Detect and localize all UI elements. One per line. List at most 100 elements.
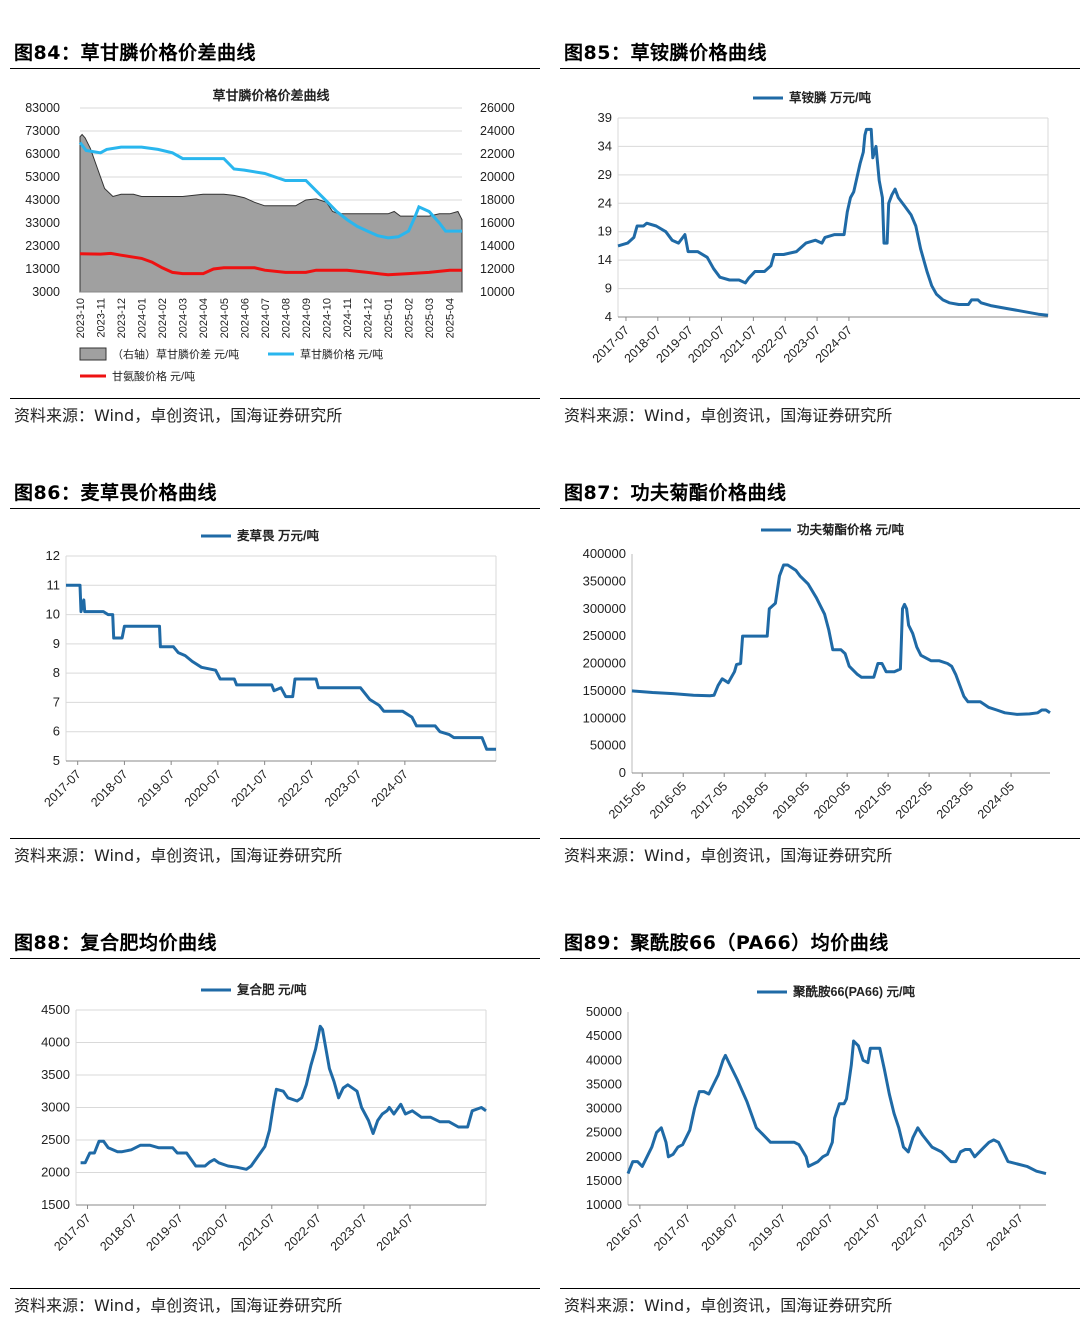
x-tick-label: 2024-07 bbox=[984, 1211, 1026, 1253]
y-tick-label: 39 bbox=[598, 110, 612, 125]
y-tick-label: 2000 bbox=[41, 1165, 70, 1180]
y-right-tick-label: 24000 bbox=[480, 124, 515, 138]
compound-fertilizer-chart: 1500 2000 2500 3000 3500 4000 4500 2017-07 2018-… bbox=[41, 982, 487, 1254]
series-line bbox=[617, 127, 1049, 317]
series-line bbox=[80, 1024, 487, 1171]
y-left-tick-label: 3000 bbox=[32, 285, 60, 299]
y-left-tick-label: 53000 bbox=[25, 170, 60, 184]
panel-pa66: 图89：聚酰胺66（PA66）均价曲线 10000 15000 20000 25000… bbox=[560, 890, 1080, 1320]
x-tick-label: 2022-07 bbox=[889, 1211, 931, 1253]
y-tick-label: 0 bbox=[619, 765, 626, 780]
x-tick-label: 2021-05 bbox=[852, 779, 894, 821]
y-right-tick-label: 26000 bbox=[480, 101, 515, 115]
y-left-tick-label: 83000 bbox=[25, 101, 60, 115]
x-tick-label: 2022-05 bbox=[893, 779, 935, 821]
y-right-tick-label: 12000 bbox=[480, 262, 515, 276]
source-divider bbox=[10, 398, 540, 399]
x-tick-label: 2025-04 bbox=[445, 298, 457, 338]
x-tick-label: 2025-03 bbox=[424, 298, 436, 338]
x-tick-label: 2023-11 bbox=[96, 298, 108, 338]
chart-title: 草甘膦价格价差曲线 bbox=[212, 88, 329, 103]
x-tick-label: 2023-12 bbox=[116, 298, 128, 338]
y-tick-label: 35000 bbox=[586, 1076, 622, 1091]
x-tick-label: 2023-07 bbox=[322, 767, 364, 809]
title-divider bbox=[10, 68, 540, 69]
x-tick-label: 2024-07 bbox=[369, 767, 411, 809]
x-tick-label: 2018-07 bbox=[699, 1211, 741, 1253]
legend-label: 草甘膦价格 元/吨 bbox=[300, 347, 383, 361]
x-tick-label: 2024-05 bbox=[975, 779, 1017, 821]
x-tick-label: 2015-05 bbox=[606, 779, 648, 821]
y-tick-label: 4500 bbox=[41, 1002, 70, 1017]
legend-label: （右轴）草甘膦价差 元/吨 bbox=[112, 347, 239, 361]
panel-glufosinate: 图85：草铵膦价格曲线 4 9 14 19 24 29 34 39 2017-07 2018-07… bbox=[560, 0, 1080, 430]
y-tick-label: 100000 bbox=[583, 710, 626, 725]
legend-label: 草铵膦 万元/吨 bbox=[789, 90, 871, 105]
legend-label: 功夫菊酯价格 元/吨 bbox=[797, 522, 904, 537]
y-tick-label: 19 bbox=[598, 224, 612, 239]
source-divider bbox=[560, 1288, 1080, 1289]
pa66-price-chart: 10000 15000 20000 25000 30000 35000 40000 45000… bbox=[586, 984, 1047, 1254]
y-tick-label: 8 bbox=[53, 665, 60, 680]
title-divider bbox=[10, 508, 540, 509]
spread-area bbox=[79, 133, 463, 293]
x-tick-label: 2016-07 bbox=[604, 1211, 646, 1253]
y-tick-label: 45000 bbox=[586, 1028, 622, 1043]
y-right-tick-label: 18000 bbox=[480, 193, 515, 207]
y-left-tick-label: 13000 bbox=[25, 262, 60, 276]
x-tick-label: 2024-06 bbox=[239, 298, 251, 338]
x-tick-label: 2024-08 bbox=[280, 298, 292, 338]
panel-title: 图85：草铵膦价格曲线 bbox=[564, 42, 767, 64]
y-tick-label: 10 bbox=[46, 607, 60, 622]
x-tick-label: 2019-07 bbox=[143, 1211, 185, 1253]
y-tick-label: 25000 bbox=[586, 1125, 622, 1140]
x-tick-label: 2021-07 bbox=[228, 767, 270, 809]
x-tick-label: 2024-05 bbox=[219, 298, 231, 338]
panel-title: 图89：聚酰胺66（PA66）均价曲线 bbox=[564, 932, 889, 954]
x-tick-label: 2023-07 bbox=[328, 1211, 370, 1253]
x-tick-label: 2019-07 bbox=[746, 1211, 788, 1253]
title-divider bbox=[560, 68, 1080, 69]
x-tick-label: 2018-07 bbox=[88, 767, 130, 809]
y-tick-label: 300000 bbox=[583, 601, 626, 616]
y-left-tick-label: 33000 bbox=[25, 216, 60, 230]
legend-label: 复合肥 元/吨 bbox=[236, 982, 307, 997]
y-tick-label: 11 bbox=[47, 577, 61, 592]
y-right-tick-label: 14000 bbox=[480, 239, 515, 253]
y-tick-label: 30000 bbox=[586, 1101, 622, 1116]
legend-label: 麦草畏 万元/吨 bbox=[237, 528, 319, 543]
x-tick-label: 2023-10 bbox=[75, 298, 87, 338]
x-tick-label: 2024-10 bbox=[321, 298, 333, 338]
legend-label: 甘氨酸价格 元/吨 bbox=[112, 369, 195, 383]
series-line bbox=[66, 583, 496, 751]
title-divider bbox=[560, 958, 1080, 959]
y-left-tick-label: 73000 bbox=[25, 124, 60, 138]
x-tick-label: 2024-07 bbox=[374, 1211, 416, 1253]
x-tick-label: 2017-07 bbox=[41, 767, 83, 809]
x-tick-label: 2025-02 bbox=[404, 298, 416, 338]
x-tick-label: 2024-11 bbox=[342, 298, 354, 338]
panel-cyhalothrin: 图87：功夫菊酯价格曲线 0 50000 100000 150000 200000 250… bbox=[560, 440, 1080, 870]
panel-title: 图86：麦草畏价格曲线 bbox=[14, 482, 217, 504]
y-tick-label: 2500 bbox=[41, 1132, 70, 1147]
source-divider bbox=[10, 1288, 540, 1289]
panel-compound-fertilizer: 图88：复合肥均价曲线 1500 2000 2500 3000 3500 4000 4500… bbox=[10, 890, 540, 1320]
x-tick-label: 2024-09 bbox=[301, 298, 313, 338]
x-tick-label: 2024-04 bbox=[198, 298, 210, 338]
y-tick-label: 40000 bbox=[586, 1052, 622, 1067]
y-right-tick-label: 16000 bbox=[480, 216, 515, 230]
x-tick-label: 2020-07 bbox=[182, 767, 224, 809]
panel-title: 图84：草甘膦价格价差曲线 bbox=[14, 42, 256, 64]
panel-title: 图87：功夫菊酯价格曲线 bbox=[564, 482, 787, 504]
y-tick-label: 250000 bbox=[583, 628, 626, 643]
source-divider bbox=[560, 838, 1080, 839]
panel-title: 图88：复合肥均价曲线 bbox=[14, 932, 217, 954]
y-tick-label: 400000 bbox=[583, 546, 626, 561]
x-tick-label: 2017-07 bbox=[651, 1211, 693, 1253]
x-tick-label: 2025-01 bbox=[383, 298, 395, 338]
x-tick-label: 2020-07 bbox=[190, 1211, 232, 1253]
x-tick-label: 2017-05 bbox=[688, 779, 730, 821]
x-tick-label: 2016-05 bbox=[647, 779, 689, 821]
x-tick-label: 2020-05 bbox=[811, 779, 853, 821]
source-note: 资料来源：Wind，卓创资讯，国海证券研究所 bbox=[564, 406, 893, 425]
